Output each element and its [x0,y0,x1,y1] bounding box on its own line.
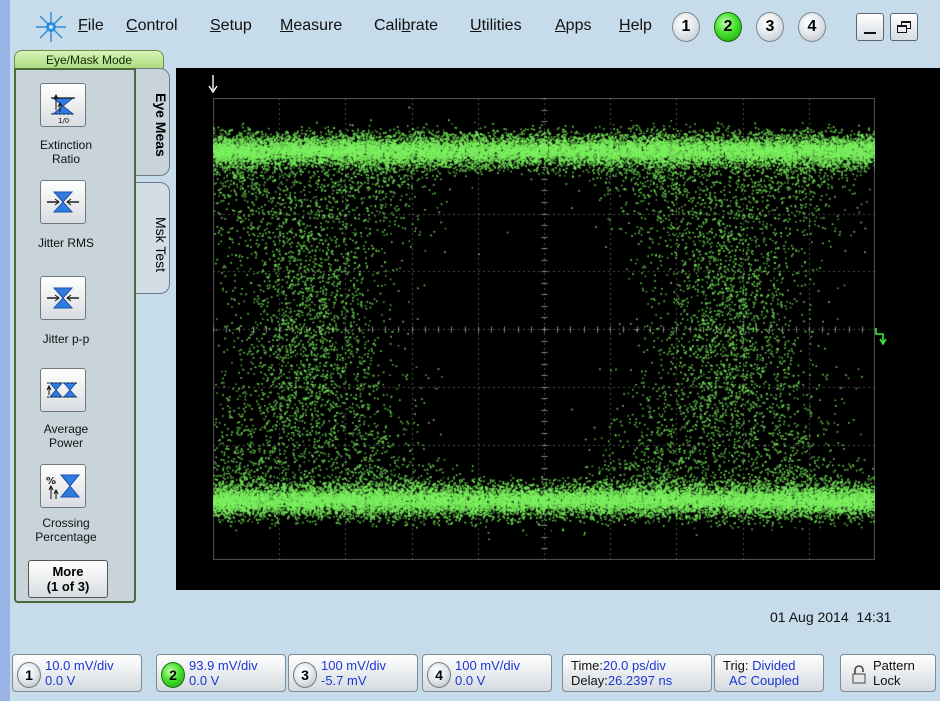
jitter-rms-button[interactable] [40,180,86,224]
jitter-rms-label: Jitter RMS [37,236,94,250]
extinction-ratio-button[interactable]: 1/0 [40,83,86,127]
svg-text:1/0: 1/0 [58,117,69,125]
jitter-pp-button[interactable] [40,276,86,320]
tab-msk-test[interactable]: Msk Test [136,182,170,294]
channel-1-button[interactable]: 1 [672,12,700,42]
channel-4-indicator: 4 [427,662,451,688]
agilent-spark-logo-icon [36,12,66,42]
more-button[interactable]: More (1 of 3) [28,560,108,598]
trigger-settings[interactable]: Trig: Divided AC Coupled [714,654,824,692]
eye-diagram-waveform[interactable] [213,98,875,560]
average-power-label: Average Power [43,422,89,450]
mode-label: Eye/Mask Mode [14,50,164,70]
timebase-settings[interactable]: Time:20.0 ps/div Delay:26.2397 ns [562,654,712,692]
average-power-icon [46,382,79,398]
channel-3-indicator: 3 [293,662,317,688]
channel-4-settings[interactable]: 4 100 mV/div 0.0 V [422,654,552,692]
crossing-percentage-button[interactable]: % [40,464,86,508]
trigger-position-arrow-icon [208,75,218,94]
channel-2-button[interactable]: 2 [714,12,742,42]
menu-apps[interactable]: Apps [555,17,592,34]
channel-4-button[interactable]: 4 [798,12,826,42]
channel-4-values: 100 mV/div 0.0 V [455,658,521,688]
jitter-rms-icon [47,191,79,213]
menu-measure[interactable]: Measure [280,17,343,34]
average-power-button[interactable] [40,368,86,412]
restore-icon [897,21,911,33]
jitter-pp-icon [47,287,79,309]
channel-1-indicator: 1 [17,662,41,688]
trigger-values: Trig: Divided AC Coupled [723,658,800,688]
minimize-button[interactable] [856,13,884,41]
extinction-ratio-icon: 1/0 [51,93,75,125]
extinction-ratio-label: Extinction Ratio [39,138,93,166]
channel-3-button[interactable]: 3 [756,12,784,42]
channel-1-values: 10.0 mV/div 0.0 V [45,658,114,688]
restore-button[interactable] [890,13,918,41]
pattern-lock-label: Pattern Lock [873,658,915,688]
channel-3-values: 100 mV/div -5.7 mV [321,658,387,688]
svg-text:%: % [46,476,56,487]
menu-help[interactable]: Help [619,17,652,34]
channel-2-values: 93.9 mV/div 0.0 V [189,658,258,688]
menu-file[interactable]: File [78,17,104,34]
menu-utilities[interactable]: Utilities [470,17,522,34]
menu-setup[interactable]: Setup [210,17,252,34]
minimize-icon [864,32,876,34]
channel-2-settings[interactable]: 2 93.9 mV/div 0.0 V [156,654,286,692]
trigger-level-marker-icon [875,328,887,346]
oscilloscope-app: File Control Setup Measure Calibrate Uti… [10,0,940,701]
jitter-pp-label: Jitter p-p [42,332,90,346]
timebase-values: Time:20.0 ps/div Delay:26.2397 ns [571,658,673,688]
pattern-lock-button[interactable]: Pattern Lock [840,654,936,692]
menu-control[interactable]: Control [126,17,178,34]
tab-eye-meas[interactable]: Eye Meas [136,68,170,176]
channel-2-indicator: 2 [161,662,185,688]
measurement-panel: 1/0 Extinction Ratio Jitter RMS [14,68,136,603]
lock-icon [852,665,866,684]
crossing-percentage-icon: % [46,474,81,499]
menu-bar: File Control Setup Measure Calibrate Uti… [10,0,940,56]
menu-calibrate[interactable]: Calibrate [374,17,439,34]
timestamp: 01 Aug 2014 14:31 [770,609,892,625]
channel-3-settings[interactable]: 3 100 mV/div -5.7 mV [288,654,418,692]
crossing-percentage-label: Crossing Percentage [35,516,97,544]
channel-1-settings[interactable]: 1 10.0 mV/div 0.0 V [12,654,142,692]
